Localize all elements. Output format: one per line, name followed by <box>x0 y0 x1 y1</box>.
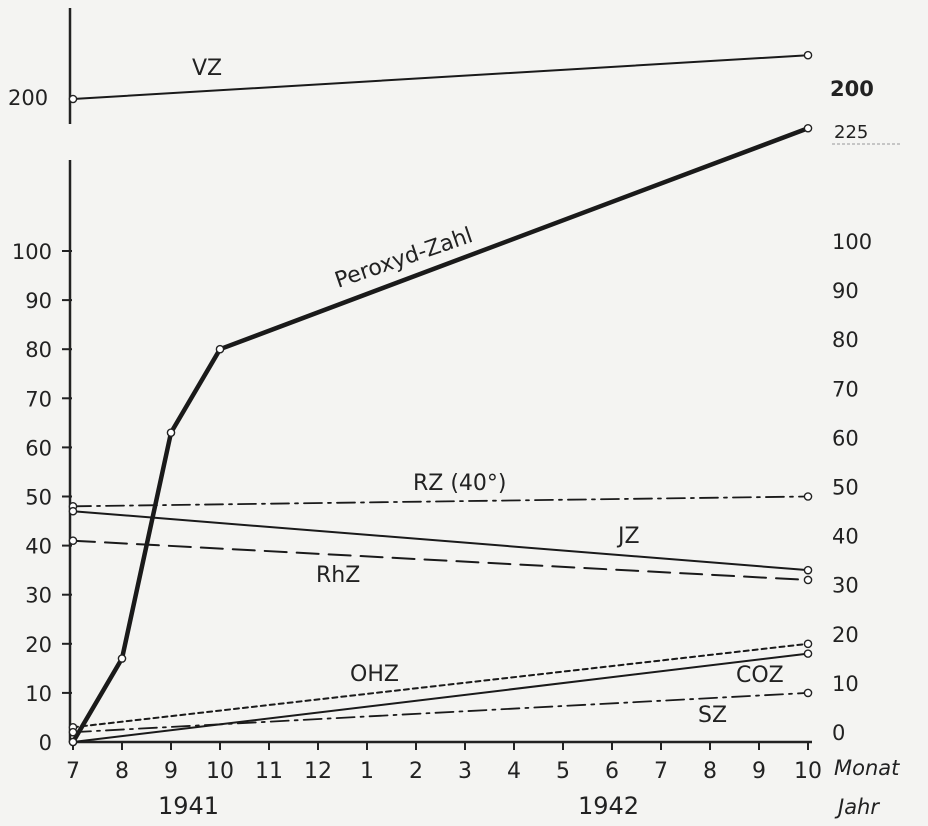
y-tick-label-right: 30 <box>832 574 859 598</box>
point-sz <box>803 688 813 698</box>
y-tick-label-right: 20 <box>832 623 859 647</box>
label-sz: SZ <box>698 703 727 728</box>
series-lines <box>70 54 811 745</box>
series-line-vz <box>72 54 809 100</box>
point-coz <box>68 737 78 747</box>
y-tick-label-right: 70 <box>832 377 859 401</box>
label-ohz: OHZ <box>350 662 399 687</box>
label-jz: JZ <box>616 524 640 549</box>
point-jz <box>803 565 813 575</box>
point-peroxyd-zahl <box>803 123 813 133</box>
x-tick-label: 12 <box>304 759 332 784</box>
y-tick-label-left: 90 <box>25 289 52 313</box>
y-tick-label-left: 30 <box>25 584 52 608</box>
y-tick-label-left: 100 <box>12 240 52 264</box>
x-tick-label: 8 <box>115 759 129 784</box>
y-tick-label-left: 20 <box>25 633 52 657</box>
x-axis-label-monat: Monat <box>834 756 900 780</box>
point-peroxyd-zahl <box>166 428 176 437</box>
x-axis-label-jahr: Jahr <box>834 795 880 819</box>
upper-right-tick-200: 200 <box>830 77 874 101</box>
y-tick-label-right: 100 <box>832 230 872 254</box>
x-tick-label: 6 <box>605 759 619 784</box>
x-tick-label: 10 <box>794 759 822 784</box>
point-rhz <box>68 536 78 545</box>
year-label-1941: 1941 <box>158 792 219 820</box>
label-vz: VZ <box>192 56 222 81</box>
y-tick-label-left: 10 <box>25 682 52 706</box>
series-line-ohz <box>72 642 809 729</box>
x-tick-label: 10 <box>206 759 234 784</box>
x-tick-label: 8 <box>703 759 717 784</box>
y-tick-label-left: 0 <box>39 731 52 755</box>
y-tick-label-right: 10 <box>832 672 859 696</box>
point-rz-40 <box>803 492 813 501</box>
label-peroxyd-zahl: Peroxyd-Zahl <box>332 223 476 293</box>
x-tick-label: 7 <box>654 759 668 784</box>
y-tick-label-left: 40 <box>25 535 52 559</box>
x-tick-label: 2 <box>409 759 423 784</box>
y-tick-label-left: 70 <box>25 387 52 411</box>
point-peroxyd-zahl <box>117 654 127 663</box>
y-tick-label-left: 80 <box>25 338 52 362</box>
label-rhz: RhZ <box>316 563 360 588</box>
point-coz <box>803 649 813 658</box>
year-label-1942: 1942 <box>578 792 639 820</box>
series-line-coz <box>72 652 809 743</box>
series-line-sz <box>72 692 809 734</box>
point-sz <box>68 727 78 737</box>
y-tick-label-right: 90 <box>832 279 859 303</box>
x-tick-label: 9 <box>752 759 766 784</box>
series-line-rz-40 <box>72 495 809 508</box>
x-tick-label: 5 <box>556 759 570 784</box>
series-markers <box>68 50 813 747</box>
y-tick-label-right: 60 <box>832 426 859 450</box>
y-tick-label-right: 50 <box>832 476 859 500</box>
x-ticks: 7 8 9 10 11 12 1 2 3 4 5 6 7 8 9 10 <box>66 742 822 784</box>
x-tick-label: 11 <box>255 759 283 784</box>
point-vz <box>803 50 813 60</box>
upper-right-tick-225: 225 <box>834 122 868 143</box>
y-tick-label-right: 40 <box>832 525 859 549</box>
y-tick-label-right: 80 <box>832 328 859 352</box>
y-ticks-left: 0 10 20 30 40 50 60 70 80 90 100 <box>12 240 72 755</box>
label-rz: RZ (40°) <box>413 471 507 496</box>
point-vz <box>68 94 78 104</box>
x-tick-label: 1 <box>360 759 374 784</box>
x-tick-label: 4 <box>507 759 521 784</box>
y-ticks-right: 0 10 20 30 40 50 60 70 80 90 100 <box>832 230 872 745</box>
x-tick-label: 9 <box>164 759 178 784</box>
upper-left-tick: 200 <box>8 86 48 110</box>
y-tick-label-left: 60 <box>25 436 52 460</box>
x-tick-label: 7 <box>66 759 80 784</box>
y-tick-label-right: 0 <box>832 721 845 745</box>
point-rhz <box>803 575 813 585</box>
series-line-peroxyd-zahl <box>70 126 811 745</box>
point-peroxyd-zahl <box>215 344 225 354</box>
x-tick-label: 3 <box>458 759 472 784</box>
point-jz <box>68 506 78 516</box>
label-coz: COZ <box>736 663 784 688</box>
point-ohz <box>803 639 813 649</box>
series-line-jz <box>72 510 809 572</box>
series-line-rhz <box>72 539 809 581</box>
y-tick-label-left: 50 <box>25 486 52 510</box>
